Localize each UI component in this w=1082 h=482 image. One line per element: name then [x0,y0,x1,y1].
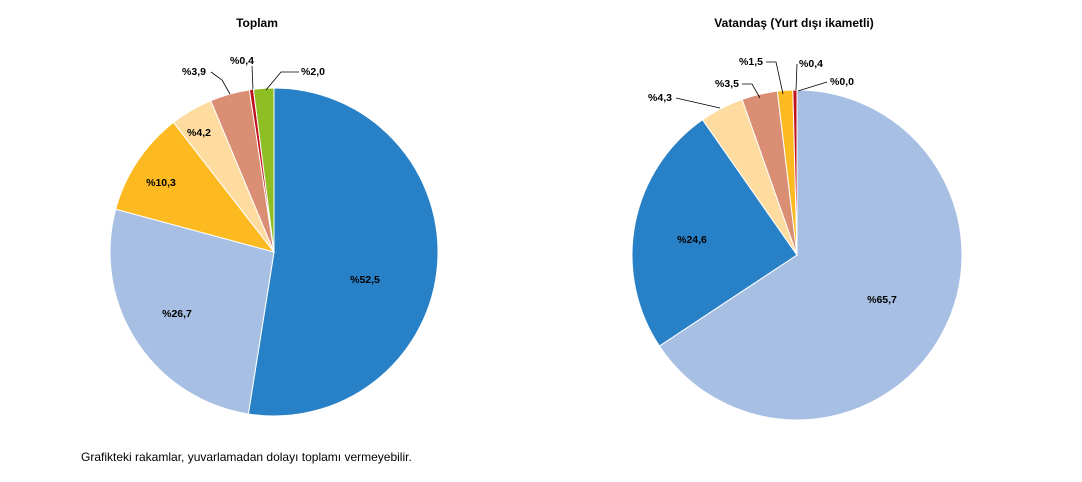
slice-label: %24,6 [677,234,707,246]
leader-line [795,63,798,91]
slice-label: %26,7 [162,308,192,320]
slice-label: %52,5 [350,274,380,286]
slice-label: %0,0 [830,76,854,88]
pie-slice [631,119,798,347]
leader-line [675,97,721,109]
slice-label: %1,5 [739,56,763,68]
slice-label: %3,9 [182,66,206,78]
leader-line [766,61,784,95]
slice-label: %0,4 [799,58,823,70]
slice-label: %2,0 [301,66,325,78]
pie-slice [115,121,276,253]
slice-label: %4,2 [187,127,211,139]
leader-line [210,71,231,95]
footnote: Grafikteki rakamlar, yuvarlamadan dolayı… [81,450,412,464]
leader-line [797,81,828,92]
pie-slice [252,87,275,253]
leader-line [251,65,254,91]
leader-line [265,71,299,91]
chart-title: Toplam [236,16,278,30]
leader-line [742,83,761,99]
pie-slice [658,89,963,421]
pie-slice [109,208,275,415]
slice-label: %0,4 [230,55,254,67]
slice-label: %10,3 [146,177,176,189]
pie-chart-toplam: Toplam %52,5 %26,7 %10,3 %4,2 %3,9 %0,4 %2,0 [109,16,439,417]
pie-chart-vatandas: Vatandaş (Yurt dışı ikametli) %65,7 %24,6%… [631,16,963,421]
slice-label: %3,5 [715,78,739,90]
pie-slice [792,89,798,256]
slice-label: %4,3 [648,92,672,104]
slice-label: %65,7 [867,294,897,306]
chart-title: Vatandaş (Yurt dışı ikametli) [714,16,873,30]
pie-slice [247,87,439,417]
